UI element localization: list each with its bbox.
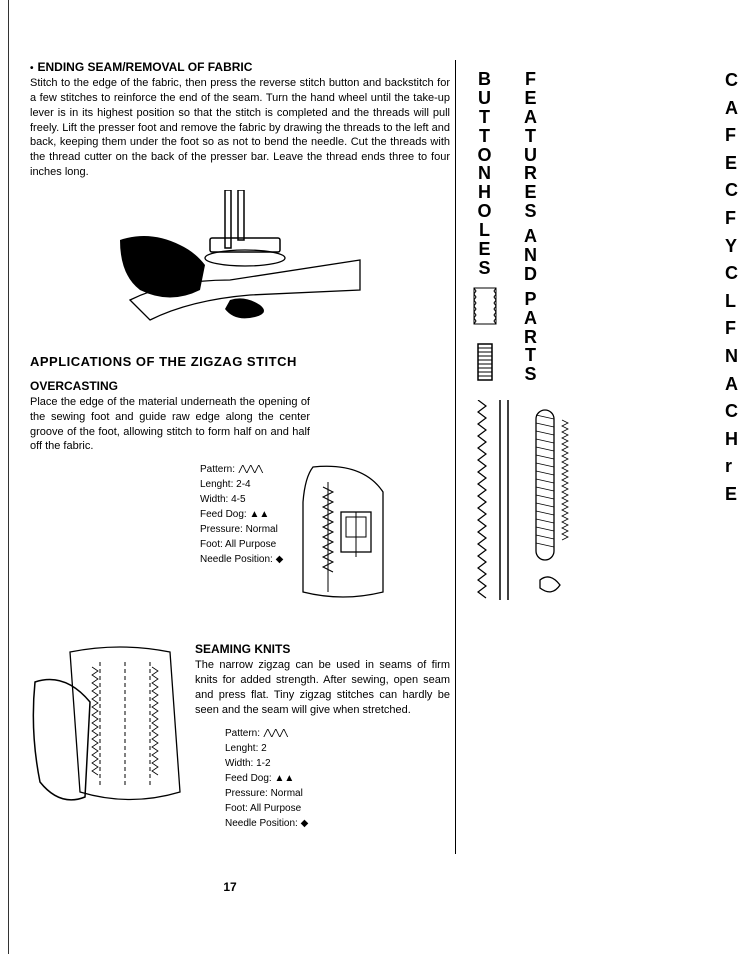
buttonhole-icon [470,286,500,326]
cut-off-tab-text: CAFECFYCLFNACHrE [725,70,738,506]
edge-char: A [725,374,738,396]
edge-char: F [725,318,738,340]
title-text: ENDING SEAM/REMOVAL OF FABRIC [38,60,253,74]
edge-char: C [725,263,738,285]
section-seaming-knits: SEAMING KNITS The narrow zigzag can be u… [30,642,450,830]
seaming-settings: Pattern: /\/\/\ Lenght: 2 Width: 1-2 Fee… [225,726,450,831]
needle-pos-icon: ◆ [301,818,309,829]
tab-buttonholes: BUTTONHOLES [470,70,500,390]
label: Pressure: [225,788,268,799]
edge-char: C [725,180,738,202]
seaming-title: SEAMING KNITS [195,642,450,656]
edge-char: Y [725,236,738,258]
body-text: Stitch to the edge of the fabric, then p… [30,76,450,180]
zigzag-pattern-icon: /\/\/\ [263,728,287,739]
label: Needle Position: [225,818,298,829]
tab-features-parts: FEATURES AND PARTS [524,70,538,390]
value: All Purpose [250,803,301,814]
label: Needle Position: [200,554,273,565]
edge-char: r [725,456,738,478]
sidebar-tabs: BUTTONHOLES FEATURES AND PARTS [470,70,730,600]
bullet-icon: • [30,63,34,74]
section-ending-seam: • ENDING SEAM/REMOVAL OF FABRIC Stitch to… [30,60,450,180]
presser-foot-illustration [110,190,370,340]
feed-dog-icon: ▲▲ [274,773,294,784]
label: Pattern: [200,464,235,475]
left-margin-rule [8,0,9,954]
zigzag-pattern-icon: /\/\/\ [238,464,262,475]
label: Feed Dog: [225,773,272,784]
label: Lenght: [225,743,258,754]
value: 2-4 [236,479,250,490]
value: 2 [261,743,267,754]
edge-char: E [725,484,738,506]
stitch-samples-row [470,400,730,600]
edge-char: A [725,98,738,120]
edge-char: C [725,70,738,92]
seaming-knits-illustration [30,642,185,812]
section-overcasting: OVERCASTING Place the edge of the materi… [30,379,450,602]
edge-char: H [725,429,738,451]
section-title: • ENDING SEAM/REMOVAL OF FABRIC [30,60,450,74]
edge-char: E [725,153,738,175]
overcasting-title: OVERCASTING [30,379,450,393]
value: Normal [246,524,278,535]
edge-char: F [725,125,738,147]
buttonhole-icon [470,342,500,382]
label: Width: [225,758,253,769]
page-number: 17 [0,880,460,894]
stitch-sample-icon [530,400,580,600]
edge-char: L [725,291,738,313]
main-column: • ENDING SEAM/REMOVAL OF FABRIC Stitch to… [30,60,450,831]
label: Width: [200,494,228,505]
needle-pos-icon: ◆ [276,554,284,565]
edge-char: N [725,346,738,368]
value: All Purpose [225,539,276,550]
column-divider [455,60,456,854]
value: 4-5 [231,494,245,505]
overcasting-body: Place the edge of the material underneat… [30,395,310,454]
value: 1-2 [256,758,270,769]
edge-char: C [725,401,738,423]
label: Pattern: [225,728,260,739]
feed-dog-icon: ▲▲ [249,509,269,520]
seaming-body: The narrow zigzag can be used in seams o… [195,658,450,717]
label: Pressure: [200,524,243,535]
label: Feed Dog: [200,509,247,520]
label: Foot: [225,803,248,814]
overcasting-illustration [283,462,403,602]
label: Lenght: [200,479,233,490]
value: Normal [271,788,303,799]
stitch-sample-icon [470,400,520,600]
label: Foot: [200,539,223,550]
edge-char: F [725,208,738,230]
zigzag-heading: APPLICATIONS OF THE ZIGZAG STITCH [30,354,450,369]
overcasting-settings: Pattern: /\/\/\ Lenght: 2-4 Width: 4-5 F… [200,462,283,567]
